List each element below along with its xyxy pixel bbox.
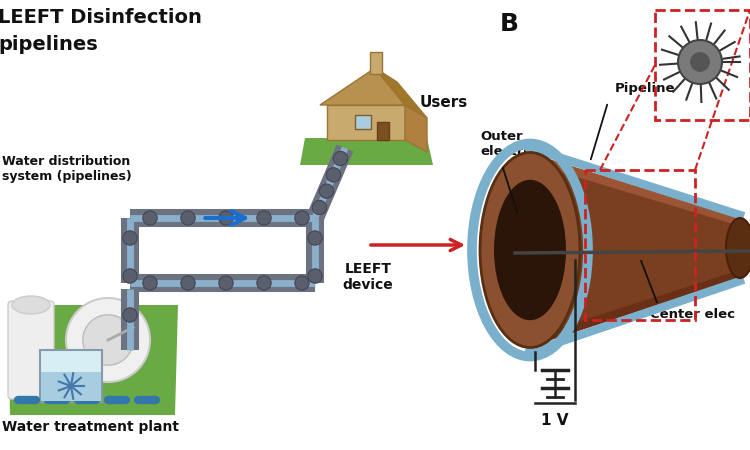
FancyBboxPatch shape xyxy=(41,372,101,401)
FancyBboxPatch shape xyxy=(377,122,389,140)
Polygon shape xyxy=(405,105,427,152)
Polygon shape xyxy=(530,270,740,347)
Text: pipelines: pipelines xyxy=(0,35,98,54)
Circle shape xyxy=(333,151,348,166)
FancyBboxPatch shape xyxy=(8,301,54,399)
Circle shape xyxy=(308,231,322,245)
Polygon shape xyxy=(8,305,178,415)
FancyBboxPatch shape xyxy=(355,115,371,129)
FancyBboxPatch shape xyxy=(40,350,102,402)
Circle shape xyxy=(690,52,710,72)
Circle shape xyxy=(256,276,272,290)
Text: Water distribution
system (pipelines): Water distribution system (pipelines) xyxy=(2,155,132,183)
Circle shape xyxy=(181,276,195,290)
Circle shape xyxy=(82,315,134,365)
Circle shape xyxy=(256,211,272,225)
Polygon shape xyxy=(327,105,405,140)
Polygon shape xyxy=(530,158,740,342)
Text: Water treatment plant: Water treatment plant xyxy=(2,420,178,434)
Polygon shape xyxy=(320,68,405,105)
Circle shape xyxy=(66,298,150,382)
Circle shape xyxy=(678,40,722,84)
Circle shape xyxy=(219,211,233,225)
Polygon shape xyxy=(300,138,433,165)
Text: LEEFT
device: LEEFT device xyxy=(343,262,393,292)
Text: Center elec: Center elec xyxy=(650,308,735,321)
Circle shape xyxy=(181,211,195,225)
Ellipse shape xyxy=(494,180,566,320)
Circle shape xyxy=(123,269,137,283)
Circle shape xyxy=(123,231,137,245)
Text: Outer
electrode: Outer electrode xyxy=(480,130,551,158)
Circle shape xyxy=(308,269,322,283)
Text: B: B xyxy=(500,12,519,36)
Circle shape xyxy=(123,308,137,322)
FancyBboxPatch shape xyxy=(370,52,382,74)
Circle shape xyxy=(312,200,327,215)
Circle shape xyxy=(219,276,233,290)
Circle shape xyxy=(320,184,334,198)
Circle shape xyxy=(142,211,158,225)
Polygon shape xyxy=(530,153,740,226)
Ellipse shape xyxy=(726,218,750,278)
Ellipse shape xyxy=(480,153,580,347)
Ellipse shape xyxy=(12,296,50,314)
Circle shape xyxy=(142,276,158,290)
Circle shape xyxy=(295,276,309,290)
Polygon shape xyxy=(375,68,427,118)
Circle shape xyxy=(326,168,340,182)
Circle shape xyxy=(295,211,309,225)
Text: Pipeline: Pipeline xyxy=(615,82,676,95)
Text: LEEFT Disinfection: LEEFT Disinfection xyxy=(0,8,202,27)
Text: 1 V: 1 V xyxy=(542,413,568,428)
Text: Users: Users xyxy=(420,95,468,110)
